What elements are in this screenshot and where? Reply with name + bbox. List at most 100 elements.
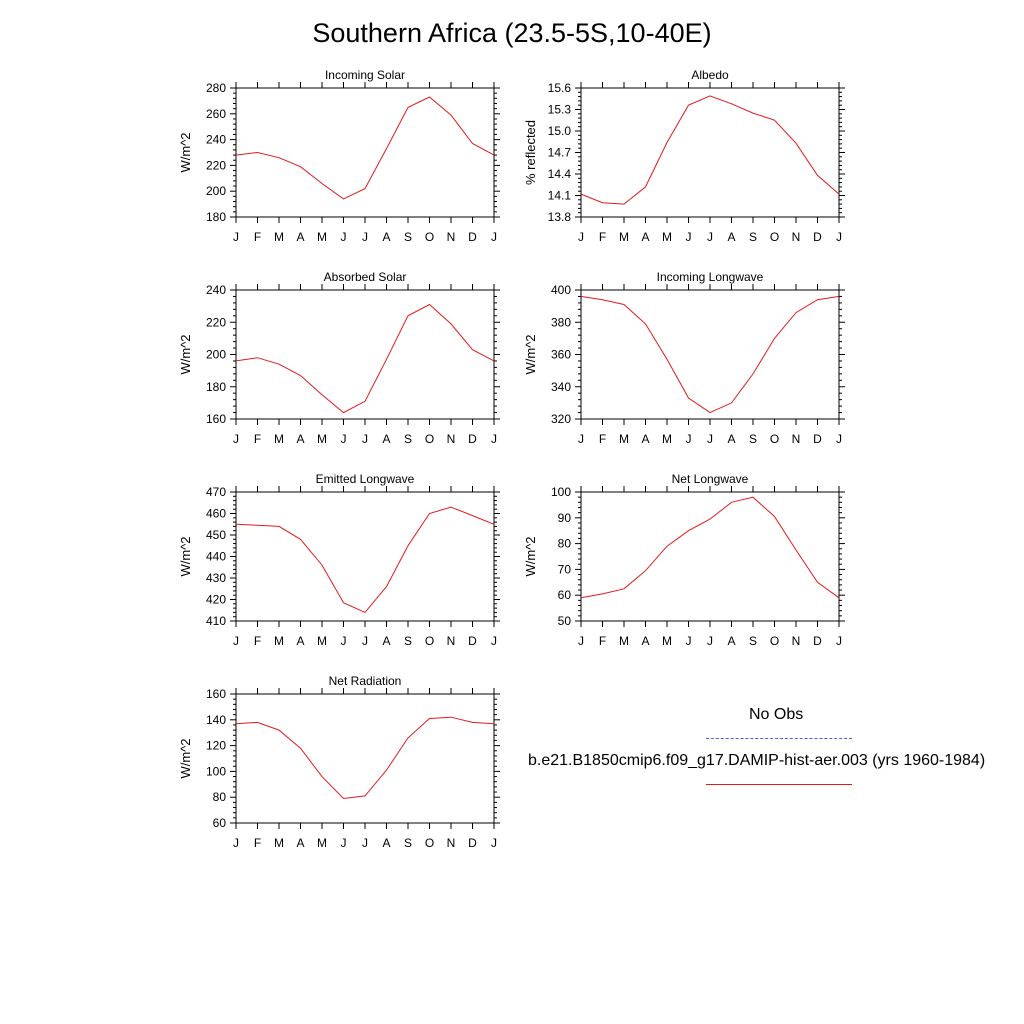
x-tick-label: M <box>274 230 284 244</box>
panel-title: Incoming Longwave <box>657 270 764 284</box>
x-tick-label: O <box>425 432 434 446</box>
x-tick-label: A <box>727 634 735 648</box>
x-tick-label: M <box>662 634 672 648</box>
x-tick-label: J <box>686 230 692 244</box>
x-tick-label: S <box>749 230 757 244</box>
x-tick-label: M <box>317 230 327 244</box>
series-line-0 <box>235 716 495 800</box>
x-tick-label: N <box>447 634 456 648</box>
x-tick-label: O <box>425 634 434 648</box>
x-tick-label: F <box>599 230 606 244</box>
x-tick-label: F <box>599 634 606 648</box>
y-tick-label: 160 <box>206 412 226 426</box>
plot-frame <box>235 693 495 824</box>
plot-frame <box>235 289 495 420</box>
x-tick-label: J <box>578 634 584 648</box>
x-tick-label: M <box>274 836 284 850</box>
y-tick-label: 360 <box>551 348 571 362</box>
y-tick-label: 410 <box>206 614 226 628</box>
y-axis-label: % reflected <box>523 120 538 185</box>
y-tick-label: 14.7 <box>548 146 572 160</box>
x-tick-label: A <box>727 230 735 244</box>
page-title: Southern Africa (23.5-5S,10-40E) <box>312 18 712 48</box>
y-axis-label: W/m^2 <box>178 738 193 778</box>
x-tick-label: J <box>341 432 347 446</box>
y-tick-label: 60 <box>213 816 227 830</box>
x-tick-label: J <box>362 634 368 648</box>
panel-title: Net Radiation <box>329 674 402 688</box>
y-tick-label: 14.4 <box>548 167 572 181</box>
y-tick-label: 100 <box>206 764 226 778</box>
x-tick-label: A <box>641 634 649 648</box>
x-tick-label: S <box>404 230 412 244</box>
y-tick-label: 420 <box>206 593 226 607</box>
series-line-0 <box>235 96 495 200</box>
y-tick-label: 100 <box>551 485 571 499</box>
y-tick-label: 220 <box>206 158 226 172</box>
x-tick-label: O <box>770 634 779 648</box>
x-tick-label: D <box>468 432 477 446</box>
panel-title: Incoming Solar <box>325 68 405 82</box>
series-line-0 <box>235 506 495 614</box>
x-tick-label: D <box>468 634 477 648</box>
y-tick-label: 50 <box>558 614 572 628</box>
x-tick-label: J <box>578 230 584 244</box>
y-tick-label: 15.0 <box>548 124 572 138</box>
x-tick-label: M <box>662 230 672 244</box>
x-tick-label: J <box>836 634 842 648</box>
x-tick-label: O <box>770 432 779 446</box>
x-tick-label: A <box>382 230 390 244</box>
x-tick-label: F <box>599 432 606 446</box>
x-tick-label: J <box>491 836 497 850</box>
x-tick-label: J <box>707 230 713 244</box>
x-tick-label: D <box>813 432 822 446</box>
y-tick-label: 440 <box>206 550 226 564</box>
x-tick-label: N <box>792 634 801 648</box>
y-tick-label: 280 <box>206 81 226 95</box>
x-tick-label: J <box>491 432 497 446</box>
x-tick-label: J <box>836 432 842 446</box>
plot-frame <box>580 289 840 420</box>
panel-title: Absorbed Solar <box>324 270 407 284</box>
y-tick-label: 120 <box>206 739 226 753</box>
x-tick-label: F <box>254 230 261 244</box>
x-tick-label: M <box>619 230 629 244</box>
x-tick-label: J <box>233 634 239 648</box>
x-tick-label: S <box>749 432 757 446</box>
x-tick-label: F <box>254 634 261 648</box>
y-tick-label: 340 <box>551 380 571 394</box>
x-tick-label: D <box>468 836 477 850</box>
x-tick-label: F <box>254 836 261 850</box>
y-tick-label: 15.3 <box>548 103 572 117</box>
y-tick-label: 200 <box>206 184 226 198</box>
x-tick-label: S <box>404 836 412 850</box>
x-tick-label: A <box>296 432 304 446</box>
y-tick-label: 220 <box>206 315 226 329</box>
y-tick-label: 200 <box>206 348 226 362</box>
series-line-0 <box>580 295 840 414</box>
y-tick-label: 13.8 <box>548 210 572 224</box>
x-tick-label: J <box>362 836 368 850</box>
x-tick-label: J <box>836 230 842 244</box>
x-tick-label: F <box>254 432 261 446</box>
y-tick-label: 14.1 <box>548 189 572 203</box>
panel-title: Albedo <box>691 68 729 82</box>
y-axis-label: W/m^2 <box>178 536 193 576</box>
x-tick-label: J <box>707 634 713 648</box>
y-tick-label: 450 <box>206 528 226 542</box>
x-tick-label: M <box>619 432 629 446</box>
x-tick-label: M <box>662 432 672 446</box>
y-tick-label: 180 <box>206 380 226 394</box>
y-tick-label: 90 <box>558 511 572 525</box>
x-tick-label: J <box>686 634 692 648</box>
x-tick-label: J <box>362 230 368 244</box>
x-tick-label: J <box>686 432 692 446</box>
y-tick-label: 240 <box>206 283 226 297</box>
y-tick-label: 470 <box>206 485 226 499</box>
x-tick-label: M <box>274 432 284 446</box>
plot-frame <box>580 87 840 218</box>
